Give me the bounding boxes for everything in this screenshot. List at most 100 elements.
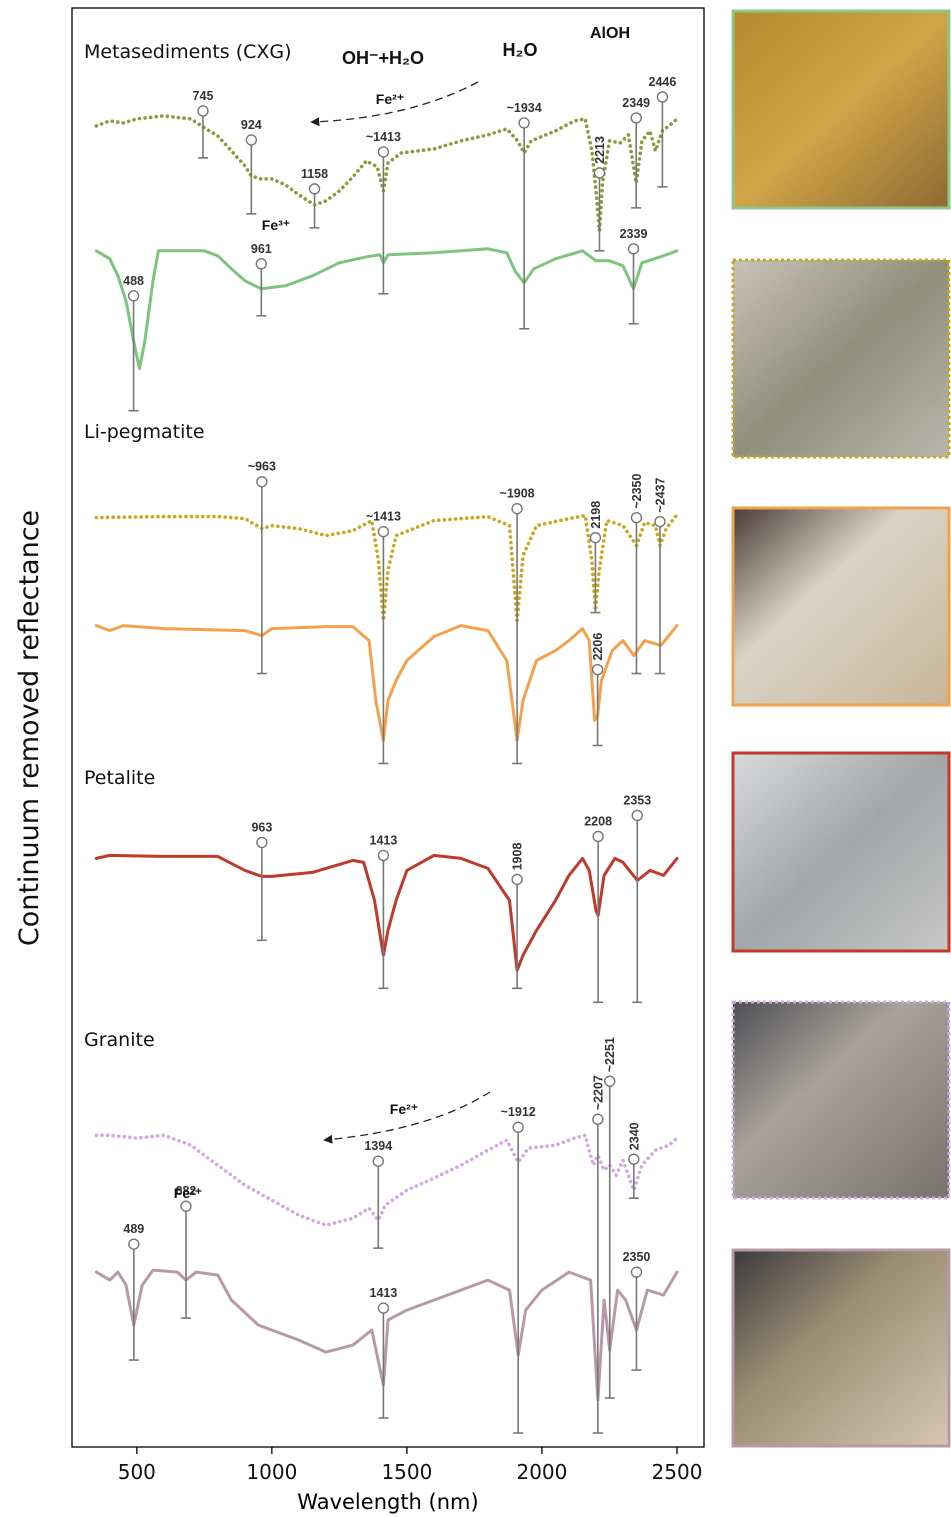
- marker-head: [512, 1121, 524, 1133]
- marker-label: 745: [193, 89, 214, 103]
- annotation: Fe²⁺: [174, 1185, 202, 1201]
- marker-head: [511, 873, 523, 886]
- marker-head: [604, 1075, 616, 1087]
- x-axis: 500 1000 1500 2000 2500: [118, 1447, 703, 1484]
- marker-label: 2446: [649, 75, 677, 89]
- marker-head: [197, 105, 209, 117]
- marker-head: [628, 1153, 640, 1165]
- marker-label: 682: [176, 1184, 197, 1198]
- marker-head: [377, 525, 390, 538]
- marker-label: 489: [123, 1222, 144, 1236]
- photo: [731, 751, 951, 953]
- marker-label: 1908: [511, 843, 525, 871]
- marker-head: [377, 1302, 390, 1314]
- marker-head: [377, 146, 390, 158]
- marker-head: [180, 1200, 192, 1212]
- marker-label: 2349: [622, 96, 650, 110]
- marker-head: [656, 91, 669, 103]
- marker-label: 2339: [620, 227, 648, 241]
- marker-label: 963: [251, 820, 272, 834]
- marker-label: 1413: [370, 833, 398, 847]
- marker-label: ~2350: [630, 473, 644, 508]
- y-axis-label: Continuum removed reflectance: [14, 510, 45, 946]
- x-tick-label: 1500: [381, 1460, 432, 1484]
- marker-label: ~2437: [653, 477, 667, 512]
- spectrum-line: [94, 853, 679, 972]
- x-tick-label: 1000: [246, 1460, 297, 1484]
- marker-label: 2213: [593, 136, 607, 164]
- marker-label: 2208: [584, 814, 612, 828]
- group-label: Granite: [84, 1029, 155, 1051]
- x-axis-label: Wavelength (nm): [297, 1490, 478, 1514]
- annotation: Fe²⁺: [376, 91, 404, 107]
- marker-label: ~1413: [366, 130, 401, 144]
- marker-label: ~2207: [591, 1075, 605, 1110]
- band-markers: 745 924 1158 ~1413 ~1934 2213 2349 2446 488 961 23…: [123, 75, 677, 1434]
- spectra: [94, 114, 679, 1402]
- marker-head: [372, 1155, 384, 1167]
- x-tick-label: 2000: [516, 1460, 567, 1484]
- marker-head: [127, 290, 140, 302]
- photo: [731, 1248, 951, 1448]
- marker-head: [518, 117, 530, 129]
- marker-head: [593, 167, 606, 179]
- marker-label: 1158: [301, 167, 328, 181]
- spectrum-line: [94, 114, 679, 233]
- annotation: OH⁻+H₂O: [342, 48, 424, 68]
- marker-head: [256, 836, 268, 849]
- spectrum-line: [94, 1133, 679, 1227]
- spectrum-line: [94, 1268, 679, 1402]
- marker-label: 1394: [364, 1139, 392, 1153]
- photo: [731, 9, 951, 210]
- marker-head: [630, 1266, 643, 1278]
- marker-label: ~1934: [507, 101, 542, 115]
- marker-head: [630, 112, 642, 124]
- marker-label: ~2251: [603, 1037, 617, 1072]
- sample-photos: [731, 9, 951, 1448]
- marker-head: [591, 663, 604, 676]
- group-label: Metasediments (CXG): [84, 41, 292, 63]
- marker-head: [256, 475, 268, 488]
- marker-head: [627, 243, 640, 255]
- spectrum-line: [94, 624, 679, 742]
- marker-label: ~1413: [366, 510, 401, 524]
- marker-label: 1413: [370, 1286, 398, 1300]
- marker-label: 2350: [623, 1250, 651, 1264]
- marker-label: ~1908: [500, 487, 535, 501]
- group-label: Li-pegmatite: [84, 421, 205, 443]
- marker-label: 2340: [627, 1122, 641, 1150]
- marker-head: [308, 183, 321, 195]
- arrow: [323, 1091, 491, 1144]
- marker-head: [245, 134, 258, 146]
- spectrum-line: [94, 512, 679, 623]
- spectrum-line: [94, 247, 679, 371]
- marker-head: [630, 511, 643, 524]
- x-tick-label: 2500: [652, 1460, 703, 1484]
- arrow: [310, 81, 479, 127]
- annotation: H₂O: [503, 40, 538, 60]
- marker-head: [511, 502, 523, 515]
- marker-label: 2353: [623, 793, 651, 807]
- group-label: Petalite: [84, 767, 155, 789]
- marker-head: [255, 258, 268, 270]
- marker-head: [654, 515, 666, 528]
- marker-head: [377, 849, 390, 862]
- marker-label: 488: [123, 274, 144, 288]
- marker-label: ~963: [248, 460, 276, 474]
- marker-label: 2206: [591, 633, 605, 661]
- photo: [731, 258, 951, 459]
- annotation: AlOH: [590, 25, 630, 42]
- annotation: Fe²⁺: [390, 1101, 418, 1117]
- marker-label: 961: [251, 242, 272, 256]
- marker-label: ~1912: [501, 1105, 536, 1119]
- marker-label: 2198: [589, 501, 603, 529]
- marker-head: [589, 531, 602, 544]
- annotation: Fe³⁺: [262, 217, 290, 233]
- marker-head: [128, 1238, 140, 1250]
- photo: [731, 506, 951, 707]
- marker-label: 924: [241, 118, 262, 132]
- marker-head: [631, 809, 643, 822]
- marker-head: [592, 830, 604, 843]
- marker-head: [592, 1113, 604, 1125]
